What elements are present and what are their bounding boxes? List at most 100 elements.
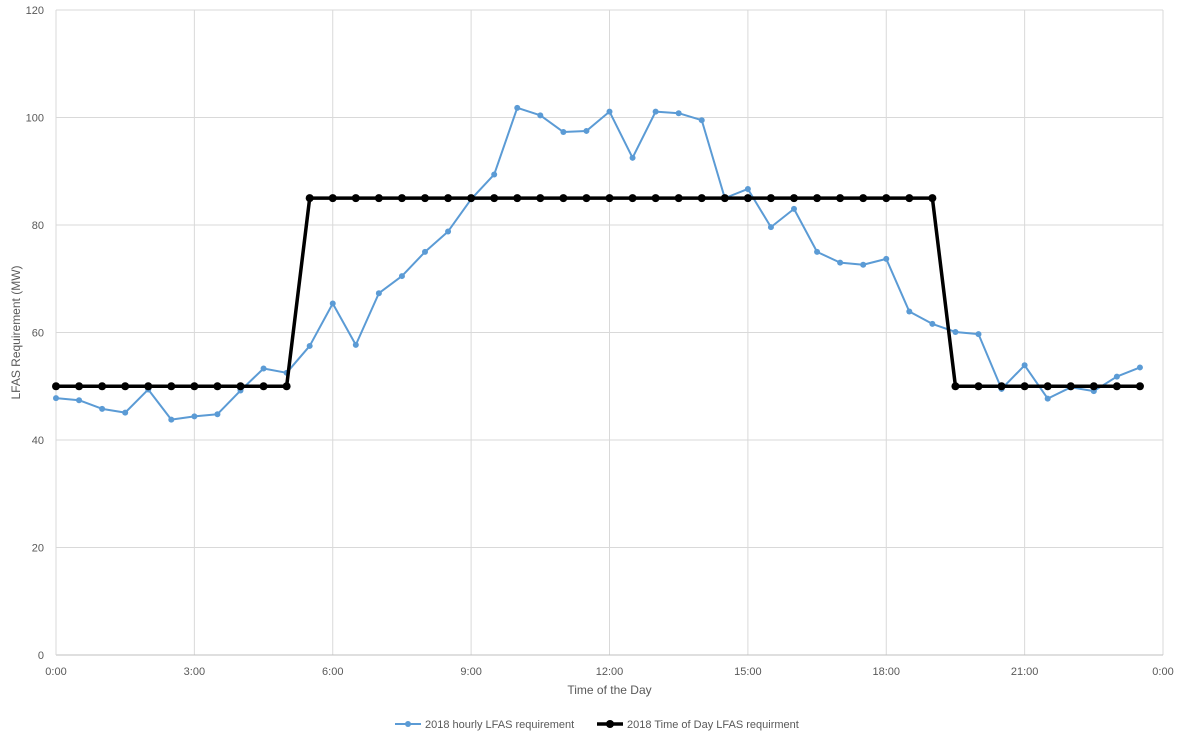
- data-point: [605, 194, 614, 203]
- data-point: [76, 397, 83, 404]
- series-1: [53, 104, 1143, 423]
- data-point: [905, 194, 914, 203]
- data-point: [952, 328, 959, 335]
- y-axis-title: LFAS Requirement (MW): [9, 265, 23, 399]
- data-point: [629, 154, 636, 161]
- data-point: [974, 382, 983, 391]
- data-point: [951, 382, 960, 391]
- data-point: [306, 342, 313, 349]
- data-point: [997, 382, 1006, 391]
- data-point: [214, 411, 221, 418]
- data-point: [628, 194, 637, 203]
- y-tick-label: 80: [32, 220, 44, 232]
- data-point: [928, 194, 937, 203]
- x-tick-label: 0:00: [1152, 666, 1173, 678]
- data-point: [675, 110, 682, 117]
- data-point: [559, 194, 568, 203]
- data-point: [537, 112, 544, 119]
- data-point: [860, 261, 867, 268]
- y-tick-label: 100: [26, 113, 44, 125]
- data-point: [1043, 382, 1052, 391]
- data-point: [859, 194, 868, 203]
- y-tick-label: 120: [26, 5, 44, 17]
- data-point: [606, 108, 613, 115]
- data-point: [1136, 364, 1143, 371]
- data-point: [837, 259, 844, 266]
- data-point: [813, 194, 822, 203]
- data-point: [445, 228, 452, 235]
- x-tick-label: 6:00: [322, 666, 343, 678]
- legend-marker: [405, 721, 411, 727]
- data-point: [329, 300, 336, 307]
- legend-label: 2018 hourly LFAS requirement: [425, 719, 574, 731]
- data-point: [582, 194, 591, 203]
- data-point: [398, 273, 405, 280]
- data-point: [929, 320, 936, 327]
- data-point: [282, 382, 291, 391]
- y-tick-label: 20: [32, 543, 44, 555]
- data-point: [560, 129, 567, 136]
- data-point: [351, 194, 360, 203]
- data-point: [790, 194, 798, 203]
- data-point: [375, 290, 382, 297]
- y-tick-label: 40: [32, 435, 44, 447]
- data-point: [1135, 382, 1144, 391]
- data-point: [259, 382, 268, 391]
- data-point: [767, 224, 774, 231]
- data-point: [190, 382, 199, 391]
- data-point: [167, 382, 176, 391]
- x-tick-label: 0:00: [45, 666, 66, 678]
- tick-label-layer: 0 20 40 60 80 100 120 0:00 3:00 6:00 9:00 12:00 15:0…: [26, 5, 1174, 678]
- data-point: [1021, 362, 1028, 369]
- data-point: [906, 308, 913, 315]
- data-point: [1044, 395, 1051, 402]
- data-point: [698, 117, 705, 124]
- data-point: [652, 108, 659, 115]
- data-point: [444, 194, 453, 203]
- legend-item: 2018 Time of Day LFAS requirment: [597, 719, 799, 731]
- series-line: [55, 106, 1141, 421]
- legend: 2018 hourly LFAS requirement 2018 Time of…: [395, 719, 799, 731]
- y-tick-label: 0: [38, 650, 44, 662]
- x-tick-label: 18:00: [872, 666, 900, 678]
- legend-item: 2018 hourly LFAS requirement: [395, 719, 574, 731]
- data-point: [121, 382, 130, 391]
- data-point: [651, 194, 660, 203]
- data-point: [191, 413, 198, 420]
- data-point: [490, 194, 499, 203]
- data-point: [99, 405, 106, 412]
- legend-label: 2018 Time of Day LFAS requirment: [627, 719, 799, 731]
- data-point: [467, 194, 476, 203]
- data-point: [260, 365, 267, 372]
- data-point: [374, 194, 383, 203]
- data-point: [791, 205, 797, 212]
- legend-marker: [606, 720, 614, 728]
- data-point: [883, 255, 890, 262]
- data-point: [328, 194, 337, 203]
- data-point: [168, 416, 175, 423]
- x-tick-label: 3:00: [184, 666, 205, 678]
- series-2: [52, 194, 1144, 391]
- x-tick-label: 15:00: [734, 666, 762, 678]
- data-point: [1089, 382, 1098, 391]
- series-layer: [52, 104, 1144, 423]
- data-point: [513, 194, 522, 203]
- x-tick-label: 12:00: [596, 666, 624, 678]
- data-point: [697, 194, 706, 203]
- data-point: [975, 331, 982, 338]
- data-point: [514, 104, 521, 111]
- data-point: [421, 194, 429, 203]
- data-point: [1020, 382, 1029, 391]
- data-point: [743, 194, 752, 203]
- data-point: [583, 127, 590, 134]
- data-point: [674, 194, 683, 203]
- data-point: [744, 185, 751, 192]
- data-point: [213, 382, 222, 391]
- data-point: [814, 248, 821, 255]
- data-point: [144, 382, 153, 391]
- data-point: [536, 194, 545, 203]
- data-point: [53, 395, 59, 402]
- x-axis-title: Time of the Day: [567, 683, 651, 697]
- data-point: [1066, 382, 1075, 391]
